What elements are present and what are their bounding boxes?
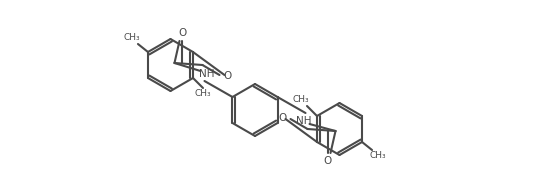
Text: O: O (223, 71, 232, 81)
Text: CH₃: CH₃ (370, 151, 386, 161)
Text: O: O (278, 113, 287, 123)
Text: CH₃: CH₃ (124, 33, 140, 42)
Text: O: O (323, 156, 332, 166)
Text: O: O (178, 28, 186, 38)
Text: CH₃: CH₃ (293, 95, 309, 104)
Text: NH: NH (199, 69, 214, 79)
Text: CH₃: CH₃ (195, 89, 211, 98)
Text: NH: NH (296, 116, 311, 126)
